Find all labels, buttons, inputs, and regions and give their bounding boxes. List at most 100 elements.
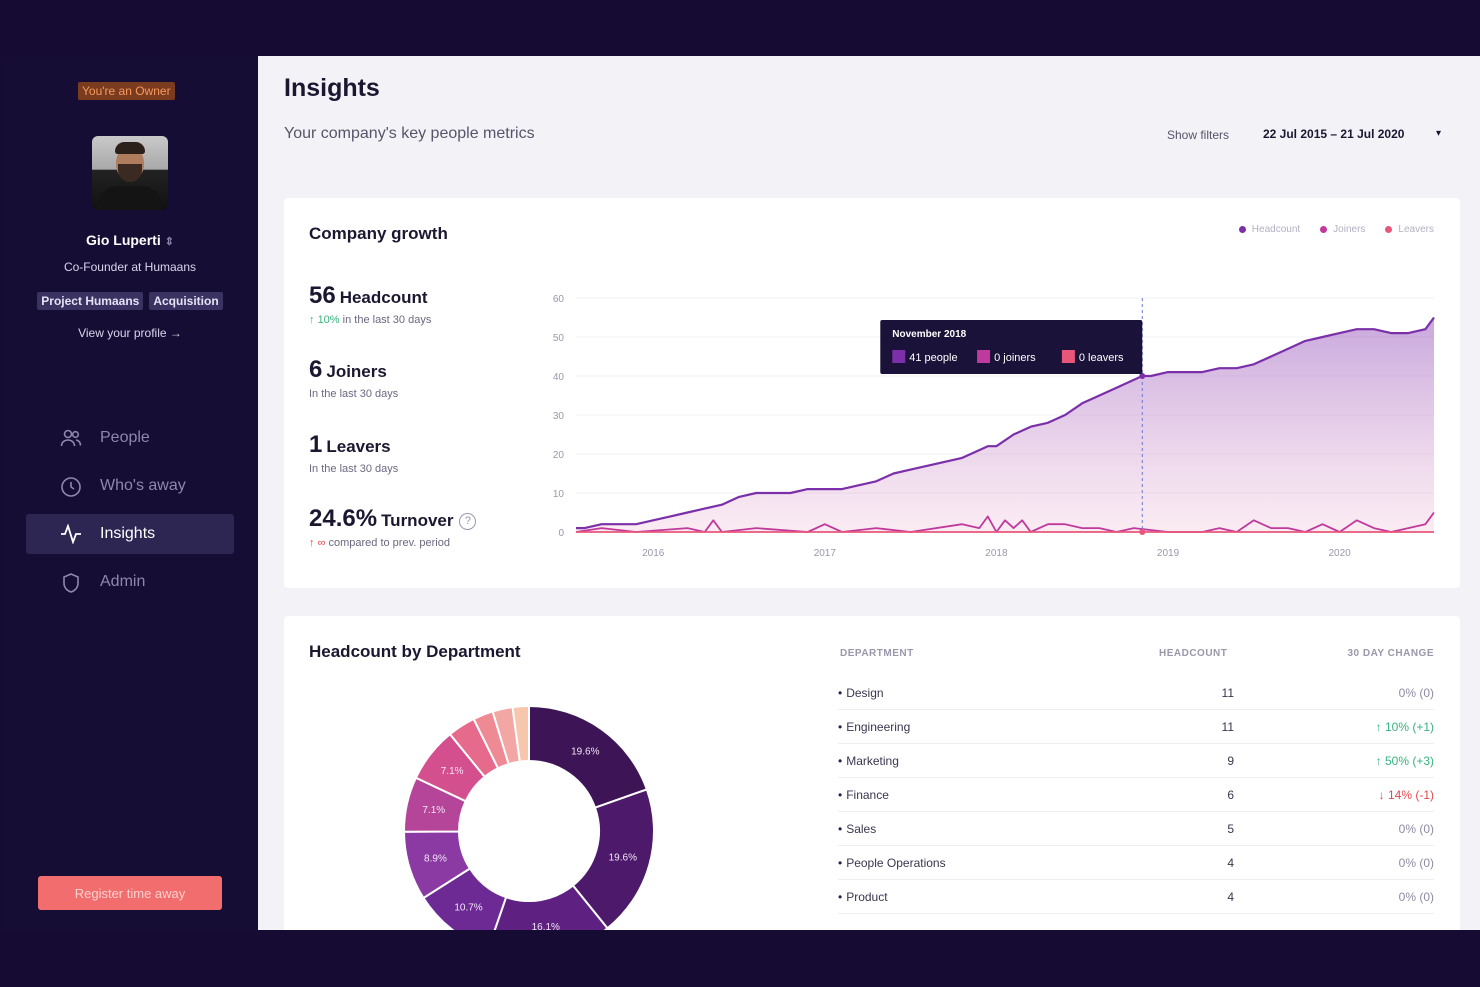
- x-tick-label: 2019: [1157, 548, 1180, 559]
- donut-label: 16.1%: [532, 922, 560, 930]
- y-tick-label: 20: [553, 450, 565, 461]
- department-name: Sales: [838, 822, 876, 836]
- y-tick-label: 50: [553, 333, 565, 344]
- date-range-picker[interactable]: 22 Jul 2015 – 21 Jul 2020: [1263, 127, 1405, 141]
- arrow-up-icon: ↑: [309, 537, 318, 549]
- people-icon: [60, 429, 82, 447]
- metric-sub: compared to prev. period: [328, 537, 450, 549]
- table-row[interactable]: Sales 5 0% (0): [838, 812, 1434, 846]
- headcount-by-department-card: Headcount by Department 19.6% 19.6% 16.1% 1…: [284, 616, 1460, 930]
- metric-value: 1: [309, 431, 323, 458]
- table-row[interactable]: People Operations 4 0% (0): [838, 846, 1434, 880]
- table-row[interactable]: Product 4 0% (0): [838, 880, 1434, 914]
- user-name[interactable]: Gio Luperti ⇕: [2, 232, 258, 248]
- x-tick-label: 2016: [642, 548, 665, 559]
- metric-change: 10%: [317, 314, 340, 326]
- hover-point: [1139, 373, 1146, 379]
- metric-headcount: 56 Headcount ↑ 10% in the last 30 days: [309, 282, 431, 326]
- table-row[interactable]: Design 11 0% (0): [838, 676, 1434, 710]
- tooltip-title: November 2018: [892, 329, 966, 340]
- tag-project: Project Humaans: [37, 292, 144, 310]
- user-tags: Project Humaans Acquisition: [2, 292, 258, 310]
- shield-icon: [63, 573, 79, 593]
- table-row[interactable]: Finance 6 ↓ 14% (-1): [838, 778, 1434, 812]
- legend-dot: [1385, 225, 1393, 233]
- department-name: People Operations: [838, 856, 945, 870]
- metric-label: Headcount: [339, 288, 428, 307]
- donut-label: 7.1%: [441, 766, 464, 777]
- table-row[interactable]: Engineering 11 ↑ 10% (+1): [838, 710, 1434, 744]
- department-change: 0% (0): [1398, 821, 1434, 836]
- avatar[interactable]: [92, 136, 168, 210]
- legend-label: Leavers: [1398, 224, 1434, 235]
- table-row[interactable]: Marketing 9 ↑ 50% (+3): [838, 744, 1434, 778]
- sidebar-item-label: People: [100, 429, 150, 446]
- legend-dot: [1238, 225, 1246, 233]
- clock-icon: [61, 477, 81, 497]
- donut-label: 19.6%: [609, 853, 637, 864]
- headcount-area-fill: [576, 317, 1434, 532]
- tooltip-box: [880, 320, 1143, 374]
- department-donut-chart[interactable]: 19.6% 19.6% 16.1% 10.7% 8.9% 7.1% 7.1%: [394, 696, 664, 930]
- department-name: Product: [838, 890, 887, 904]
- department-name: Engineering: [838, 720, 910, 734]
- metric-turnover: 24.6% Turnover? ↑ ∞ compared to prev. per…: [309, 505, 477, 549]
- view-profile-link[interactable]: View your profile →: [78, 326, 182, 340]
- tooltip-swatch: [1061, 350, 1075, 363]
- legend-label: Headcount: [1251, 224, 1301, 235]
- department-change: ↓ 14% (-1): [1378, 787, 1434, 802]
- y-tick-label: 0: [558, 528, 564, 539]
- department-headcount: 4: [1227, 855, 1234, 870]
- growth-chart[interactable]: 0 10 20 30 40 50 60 2016 2017 2018 2019 2020 Novembe…: [534, 290, 1444, 570]
- sidebar-nav: People Who's away Insights Admin: [26, 418, 234, 610]
- department-change: 0% (0): [1398, 685, 1434, 700]
- column-header-change[interactable]: 30 DAY CHANGE: [1347, 648, 1434, 659]
- column-header-headcount[interactable]: HEADCOUNT: [1159, 648, 1228, 659]
- y-tick-label: 40: [553, 372, 565, 383]
- sidebar-item-people[interactable]: People: [26, 418, 234, 458]
- metric-value: 6: [309, 356, 323, 383]
- sidebar-item-insights[interactable]: Insights: [26, 514, 234, 554]
- legend-joiners[interactable]: Joiners: [1320, 224, 1365, 235]
- y-tick-label: 60: [553, 294, 565, 305]
- department-change: ↑ 10% (+1): [1375, 719, 1434, 734]
- donut-label: 19.6%: [571, 746, 599, 757]
- department-name: Marketing: [838, 754, 899, 768]
- x-tick-label: 2017: [814, 548, 837, 559]
- chevron-down-icon[interactable]: ▾: [1436, 128, 1442, 139]
- y-tick-label: 10: [553, 489, 565, 500]
- department-table: Design 11 0% (0) Engineering 11 ↑ 10% (+1) Mar…: [838, 676, 1434, 914]
- legend-dot: [1320, 225, 1328, 233]
- legend-leavers[interactable]: Leavers: [1385, 224, 1434, 235]
- donut-label: 8.9%: [424, 853, 447, 864]
- metric-value: 56: [309, 282, 336, 309]
- metric-joiners: 6 Joiners In the last 30 days: [309, 356, 398, 400]
- column-header-department[interactable]: DEPARTMENT: [840, 648, 914, 659]
- sidebar-item-label: Insights: [100, 525, 156, 542]
- tooltip-swatch: [977, 350, 991, 363]
- help-icon[interactable]: ?: [459, 513, 477, 530]
- metric-change: ∞: [317, 537, 326, 549]
- sidebar-item-label: Admin: [100, 573, 146, 590]
- x-tick-label: 2018: [985, 548, 1008, 559]
- sidebar-item-admin[interactable]: Admin: [26, 562, 234, 602]
- sidebar-item-label: Who's away: [100, 477, 186, 494]
- tag-team: Acquisition: [149, 292, 223, 310]
- department-name: Finance: [838, 788, 889, 802]
- metric-sub: In the last 30 days: [309, 388, 399, 400]
- chart-tooltip: November 2018 41 people 0 joiners 0 leavers: [880, 320, 1143, 374]
- metric-sub: in the last 30 days: [342, 314, 432, 326]
- department-change: 0% (0): [1398, 889, 1434, 904]
- department-change: 0% (0): [1398, 855, 1434, 870]
- legend-headcount[interactable]: Headcount: [1238, 224, 1301, 235]
- register-time-away-button[interactable]: Register time away: [38, 876, 222, 910]
- metric-label: Joiners: [326, 362, 387, 381]
- sidebar-item-whos-away[interactable]: Who's away: [26, 466, 234, 506]
- company-growth-card: Company growth Headcount Joiners Leavers…: [284, 198, 1460, 588]
- page-title: Insights: [284, 74, 380, 102]
- department-headcount: 4: [1227, 889, 1234, 904]
- metric-label: Leavers: [326, 437, 391, 456]
- x-tick-label: 2020: [1328, 548, 1351, 559]
- activity-icon: [61, 524, 81, 544]
- show-filters-button[interactable]: Show filters: [1167, 128, 1230, 142]
